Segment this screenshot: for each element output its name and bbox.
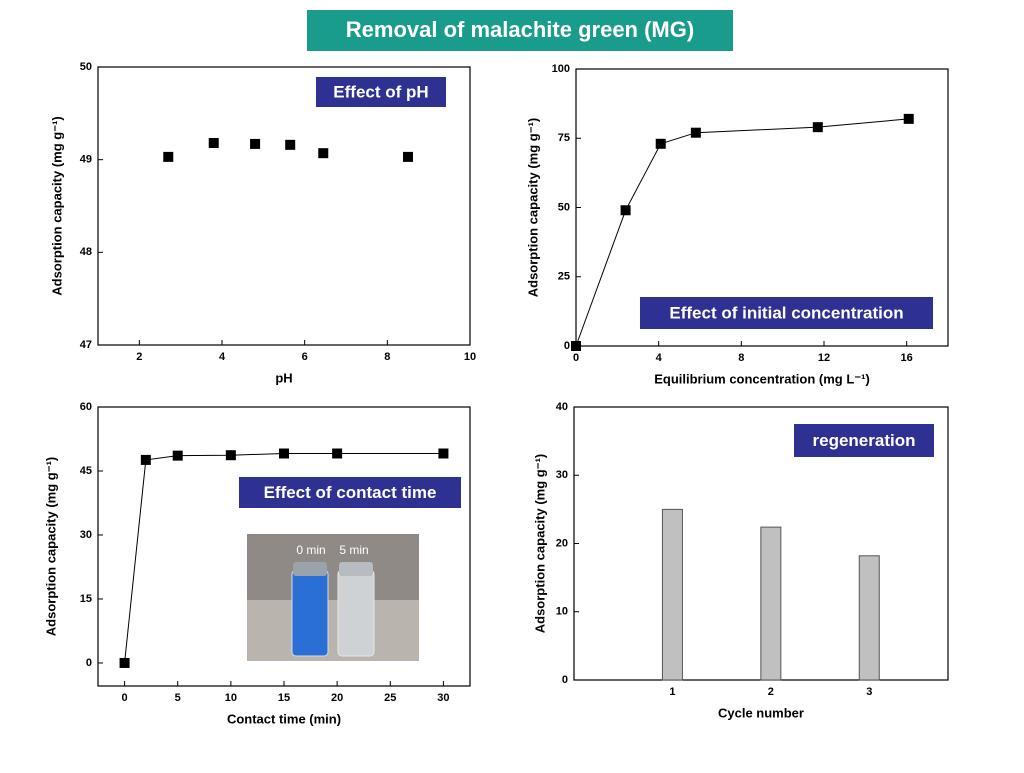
annotation: Effect of initial concentration [669, 303, 903, 322]
y-axis-label: Adsorption capacity (mg g⁻¹) [49, 116, 64, 295]
annotation-box [640, 297, 933, 329]
data-point [285, 139, 296, 150]
vial-cap [339, 562, 373, 576]
y-axis-label: Adsorption capacity (mg g⁻¹) [525, 118, 540, 297]
annotation: Effect of pH [333, 82, 428, 101]
vial-blue [291, 569, 329, 657]
y-tick-label: 47 [80, 339, 92, 351]
x-tick-label: 15 [278, 692, 290, 704]
x-tick-label: 2 [768, 686, 774, 698]
data-point [119, 657, 130, 668]
y-tick-label: 50 [558, 201, 570, 213]
annotation-box [239, 477, 461, 508]
x-tick-label: 8 [738, 352, 744, 364]
vial-cap [293, 562, 327, 576]
data-point [690, 127, 701, 138]
y-tick-label: 30 [80, 529, 92, 541]
y-axis-label: Adsorption capacity (mg g⁻¹) [43, 457, 58, 636]
x-axis-label: Cycle number [718, 705, 804, 720]
data-point [655, 138, 666, 149]
x-tick-label: 16 [901, 352, 913, 364]
data-point [225, 450, 236, 461]
inset-table [247, 600, 419, 661]
vial-clear [337, 569, 375, 657]
data-point [208, 137, 219, 148]
data-line [575, 118, 909, 347]
data-point [318, 148, 329, 159]
inset-label: 0 min [296, 543, 325, 557]
title-box [307, 10, 733, 51]
x-tick-label: 4 [219, 351, 226, 363]
data-point [140, 454, 151, 465]
x-tick-label: 8 [384, 351, 390, 363]
y-tick-label: 50 [80, 61, 92, 73]
annotation-box [316, 77, 446, 107]
inset-label: 5 min [339, 543, 368, 557]
annotation: regeneration [813, 431, 916, 450]
y-tick-label: 40 [556, 401, 568, 413]
x-tick-label: 10 [225, 692, 237, 704]
data-point [620, 205, 631, 216]
y-axis-label: Adsorption capacity (mg g⁻¹) [532, 454, 547, 633]
y-tick-label: 48 [80, 246, 92, 258]
y-tick-label: 30 [556, 469, 568, 481]
x-axis-label: Equilibrium concentration (mg L⁻¹) [654, 371, 870, 386]
data-point [163, 151, 174, 162]
y-tick-label: 20 [556, 537, 568, 549]
y-tick-label: 25 [558, 271, 570, 283]
x-tick-label: 3 [866, 686, 872, 698]
page-title: Removal of malachite green (MG) [346, 17, 694, 42]
data-point [332, 448, 343, 459]
y-tick-label: 0 [86, 657, 92, 669]
x-tick-label: 12 [818, 352, 830, 364]
x-tick-label: 30 [437, 692, 449, 704]
data-point [403, 151, 413, 162]
x-axis-label: Contact time (min) [227, 711, 341, 726]
y-tick-label: 15 [80, 593, 92, 605]
x-tick-label: 5 [175, 692, 181, 704]
y-tick-label: 75 [558, 132, 570, 144]
bar [661, 508, 683, 681]
data-point [250, 138, 261, 149]
x-axis-label: pH [275, 370, 292, 385]
x-tick-label: 4 [656, 352, 663, 364]
x-tick-label: 6 [302, 351, 308, 363]
data-point [903, 113, 914, 124]
y-tick-label: 0 [562, 674, 568, 686]
data-point [438, 448, 449, 459]
bar [858, 555, 880, 681]
data-point [812, 122, 823, 133]
y-tick-label: 10 [556, 606, 568, 618]
x-tick-label: 1 [669, 686, 675, 698]
y-tick-label: 49 [80, 154, 92, 166]
y-tick-label: 60 [80, 401, 92, 413]
y-tick-label: 0 [564, 340, 570, 352]
annotation-box [794, 424, 934, 457]
data-point [279, 448, 289, 459]
x-tick-label: 20 [331, 692, 343, 704]
x-tick-label: 0 [573, 352, 579, 364]
x-tick-label: 2 [136, 351, 142, 363]
x-tick-label: 10 [464, 351, 476, 363]
y-tick-label: 45 [80, 465, 92, 477]
y-tick-label: 100 [552, 63, 570, 75]
data-point [571, 341, 581, 351]
x-tick-label: 25 [384, 692, 396, 704]
bar [760, 526, 782, 681]
x-tick-label: 0 [122, 692, 128, 704]
annotation: Effect of contact time [264, 483, 437, 502]
data-point [172, 450, 183, 461]
plot-frame [97, 66, 471, 346]
